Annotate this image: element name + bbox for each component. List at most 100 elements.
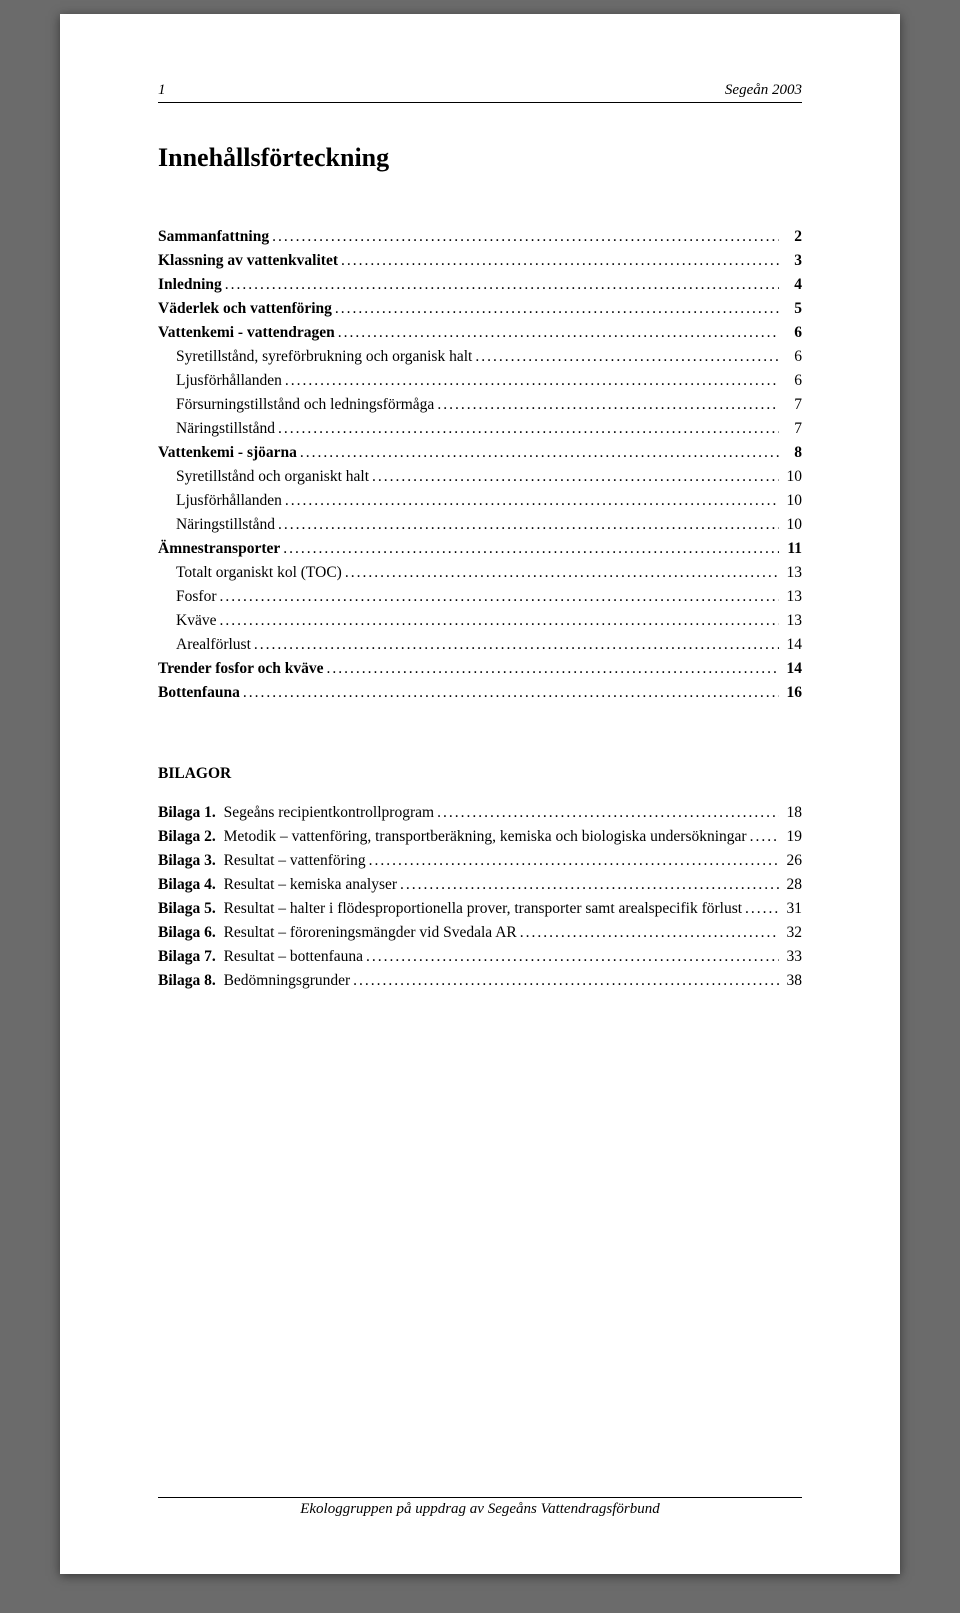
toc-subentry: Kväve13 bbox=[158, 609, 802, 633]
toc-entry-page: 4 bbox=[782, 273, 802, 297]
toc-entry-text: Syretillstånd, syreförbrukning och organ… bbox=[176, 345, 472, 369]
appendix-label: Bilaga 3. bbox=[158, 852, 216, 869]
toc-leader-dots bbox=[285, 369, 779, 393]
appendix-label: Bilaga 1. bbox=[158, 804, 216, 821]
toc-leader-dots bbox=[283, 537, 779, 561]
toc-entry-text: Sammanfattning bbox=[158, 225, 269, 249]
toc-entry-page: 3 bbox=[782, 249, 802, 273]
appendix-label: Bilaga 2. bbox=[158, 828, 216, 845]
toc-leader-dots bbox=[338, 321, 779, 345]
toc-subentry: Näringstillstånd7 bbox=[158, 417, 802, 441]
appendix-entry: Bilaga 4. Resultat – kemiska analyser28 bbox=[158, 873, 802, 897]
toc-leader-dots bbox=[300, 441, 779, 465]
toc-entry: Klassning av vattenkvalitet 3 bbox=[158, 249, 802, 273]
toc-leader-dots bbox=[341, 249, 779, 273]
toc-entry-page: 6 bbox=[782, 345, 802, 369]
toc-leader-dots bbox=[219, 609, 779, 633]
toc-leader-dots bbox=[437, 393, 779, 417]
toc-leader-dots bbox=[475, 345, 779, 369]
appendix-entry: Bilaga 2. Metodik – vattenföring, transp… bbox=[158, 825, 802, 849]
appendix-entry: Bilaga 1. Segeåns recipientkontrollprogr… bbox=[158, 801, 802, 825]
toc-entry-text: Arealförlust bbox=[176, 633, 251, 657]
appendix-label: Bilaga 6. bbox=[158, 924, 216, 941]
appendix-entry: Bilaga 6. Resultat – föroreningsmängder … bbox=[158, 921, 802, 945]
toc-entry-text: Fosfor bbox=[176, 585, 216, 609]
toc-entry-page: 10 bbox=[782, 489, 802, 513]
toc-leader-dots bbox=[326, 657, 779, 681]
toc-entry-page: 14 bbox=[782, 657, 802, 681]
appendix-entry: Bilaga 5. Resultat – halter i flödesprop… bbox=[158, 897, 802, 921]
page-header: 1 Segeån 2003 bbox=[158, 82, 802, 103]
appendix-heading: BILAGOR bbox=[158, 765, 802, 783]
toc-leader-dots bbox=[369, 849, 779, 873]
toc-subentry: Arealförlust 14 bbox=[158, 633, 802, 657]
toc-entry-text: Vattenkemi - sjöarna bbox=[158, 441, 297, 465]
appendix-title: Segeåns recipientkontrollprogram bbox=[220, 804, 434, 821]
toc-entry-page: 14 bbox=[782, 633, 802, 657]
appendix-page: 18 bbox=[782, 801, 802, 825]
toc-entry: Bottenfauna16 bbox=[158, 681, 802, 705]
toc-leader-dots bbox=[278, 417, 779, 441]
toc-subentry: Syretillstånd och organiskt halt 10 bbox=[158, 465, 802, 489]
toc-entry: Sammanfattning2 bbox=[158, 225, 802, 249]
appendix-page: 33 bbox=[782, 945, 802, 969]
appendix-page: 31 bbox=[782, 897, 802, 921]
appendix-entry: Bilaga 7. Resultat – bottenfauna 33 bbox=[158, 945, 802, 969]
appendix-label: Bilaga 4. bbox=[158, 876, 216, 893]
toc-entry-text: Klassning av vattenkvalitet bbox=[158, 249, 338, 273]
appendix-page: 32 bbox=[782, 921, 802, 945]
toc-entry-page: 8 bbox=[782, 441, 802, 465]
toc-leader-dots bbox=[750, 825, 779, 849]
toc-entry-text: Ljusförhållanden bbox=[176, 489, 282, 513]
toc: Sammanfattning2Klassning av vattenkvalit… bbox=[158, 225, 802, 705]
appendix-label: Bilaga 5. bbox=[158, 900, 216, 917]
toc-leader-dots bbox=[219, 585, 779, 609]
appendix-title: Resultat – halter i flödesproportionella… bbox=[220, 900, 742, 917]
appendix-entry: Bilaga 8. Bedömningsgrunder38 bbox=[158, 969, 802, 993]
toc-entry: Ämnestransporter 11 bbox=[158, 537, 802, 561]
toc-entry: Vattenkemi - vattendragen6 bbox=[158, 321, 802, 345]
appendix-title: Resultat – kemiska analyser bbox=[220, 876, 397, 893]
toc-entry-text: Försurningstillstånd och ledningsförmåga bbox=[176, 393, 434, 417]
toc-leader-dots bbox=[285, 489, 779, 513]
toc-entry-text: Trender fosfor och kväve bbox=[158, 657, 323, 681]
appendix-title: Resultat – bottenfauna bbox=[220, 948, 363, 965]
appendix-title: Metodik – vattenföring, transportberäkni… bbox=[220, 828, 747, 845]
toc-subentry: Ljusförhållanden6 bbox=[158, 369, 802, 393]
appendix-title: Resultat – föroreningsmängder vid Svedal… bbox=[220, 924, 517, 941]
appendix-entry: Bilaga 3. Resultat – vattenföring26 bbox=[158, 849, 802, 873]
page-footer: Ekologgruppen på uppdrag av Segeåns Vatt… bbox=[158, 1497, 802, 1518]
toc-leader-dots bbox=[278, 513, 779, 537]
toc-entry-text: Vattenkemi - vattendragen bbox=[158, 321, 335, 345]
toc-entry-page: 11 bbox=[782, 537, 802, 561]
toc-entry-page: 7 bbox=[782, 393, 802, 417]
toc-leader-dots bbox=[366, 945, 779, 969]
toc-subentry: Fosfor 13 bbox=[158, 585, 802, 609]
toc-entry-text: Näringstillstånd bbox=[176, 513, 275, 537]
toc-entry-page: 5 bbox=[782, 297, 802, 321]
toc-entry-page: 16 bbox=[782, 681, 802, 705]
toc-entry-page: 10 bbox=[782, 465, 802, 489]
toc-entry-text: Syretillstånd och organiskt halt bbox=[176, 465, 369, 489]
toc-leader-dots bbox=[353, 969, 779, 993]
appendix-label: Bilaga 7. bbox=[158, 948, 216, 965]
toc-entry-text: Inledning bbox=[158, 273, 222, 297]
toc-entry: Trender fosfor och kväve 14 bbox=[158, 657, 802, 681]
toc-leader-dots bbox=[745, 897, 779, 921]
page-number: 1 bbox=[158, 82, 166, 99]
appendix-page: 26 bbox=[782, 849, 802, 873]
toc-subentry: Försurningstillstånd och ledningsförmåga… bbox=[158, 393, 802, 417]
toc-entry: Väderlek och vattenföring5 bbox=[158, 297, 802, 321]
appendix-page: 38 bbox=[782, 969, 802, 993]
doc-title: Segeån 2003 bbox=[725, 82, 802, 99]
page-title: Innehållsförteckning bbox=[158, 143, 802, 173]
toc-entry-page: 10 bbox=[782, 513, 802, 537]
toc-leader-dots bbox=[225, 273, 779, 297]
appendix-title: Bedömningsgrunder bbox=[220, 972, 350, 989]
toc-entry-text: Ämnestransporter bbox=[158, 537, 280, 561]
appendix-page: 19 bbox=[782, 825, 802, 849]
toc-leader-dots bbox=[254, 633, 779, 657]
toc-entry-page: 13 bbox=[782, 585, 802, 609]
toc-leader-dots bbox=[520, 921, 779, 945]
toc-entry-page: 13 bbox=[782, 609, 802, 633]
